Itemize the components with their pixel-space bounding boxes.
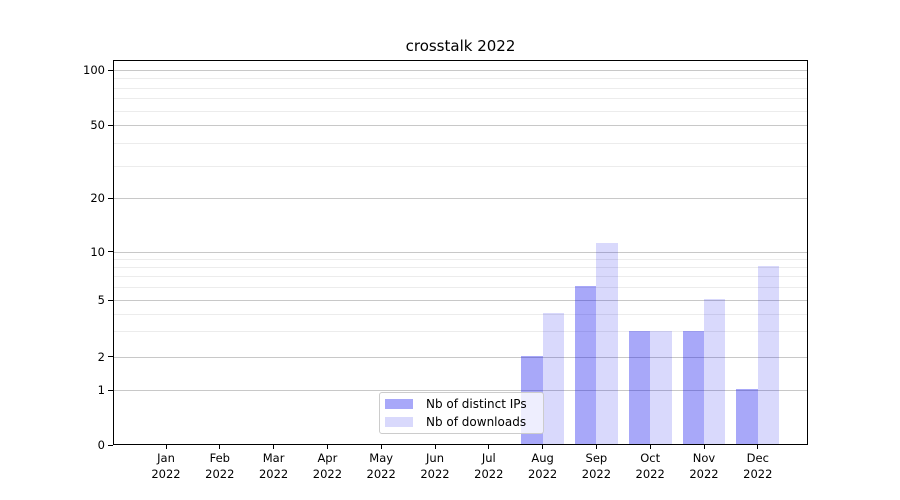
y-tick-label: 0 (97, 438, 105, 452)
y-tick-mark (108, 389, 113, 391)
gridline-major (114, 125, 807, 126)
y-tick-mark (108, 444, 113, 446)
legend-swatch-distinct-ips (385, 399, 413, 409)
bar-downloads (542, 312, 564, 444)
x-tick-label: Jul 2022 (474, 451, 504, 481)
x-tick-label: Apr 2022 (312, 451, 343, 481)
legend-swatch-downloads (385, 417, 413, 427)
legend-label-downloads: Nb of downloads (426, 415, 527, 429)
y-tick-mark (108, 124, 113, 126)
bar-downloads (757, 266, 780, 444)
x-tick-label: Jan 2022 (151, 451, 181, 481)
bar-downloads (650, 330, 672, 444)
y-tick-mark (108, 69, 113, 71)
x-tick-mark (434, 445, 436, 449)
x-tick-mark (273, 445, 275, 449)
bar-distinct-ips (575, 286, 597, 444)
gridline-major (114, 70, 807, 71)
gridline-major (114, 251, 807, 253)
gridline-major (114, 390, 807, 391)
gridline-minor (114, 258, 807, 260)
chart-title: crosstalk 2022 (405, 37, 516, 55)
y-tick-label: 20 (90, 191, 105, 205)
y-tick-label: 10 (90, 244, 105, 259)
gridline-minor (114, 110, 807, 112)
y-tick-label: 5 (97, 293, 105, 307)
x-tick-label: Aug 2022 (527, 451, 558, 481)
bar-downloads (704, 299, 726, 444)
gridline-minor (114, 87, 807, 89)
legend-label-distinct-ips: Nb of distinct IPs (426, 397, 527, 411)
x-tick-label: May 2022 (366, 451, 396, 481)
plot-inner (114, 61, 807, 444)
x-tick-label: Oct 2022 (635, 451, 665, 481)
legend: Nb of distinct IPs Nb of downloads (379, 392, 544, 434)
x-tick-mark (757, 445, 759, 449)
y-tick-label: 100 (83, 63, 105, 77)
legend-item-distinct-ips: Nb of distinct IPs (385, 395, 537, 413)
x-tick-mark (380, 445, 382, 449)
y-tick-label: 2 (97, 349, 105, 364)
gridline-minor (114, 331, 807, 333)
x-tick-mark (703, 445, 705, 449)
bar-downloads (596, 243, 618, 444)
y-tick-mark (108, 299, 113, 301)
gridline-major (114, 300, 807, 301)
x-tick-label: Mar 2022 (258, 451, 289, 481)
x-tick-label: Sep 2022 (581, 451, 612, 481)
gridline-minor (114, 142, 807, 144)
x-tick-label: Jun 2022 (420, 451, 450, 481)
gridline-minor (114, 165, 807, 167)
y-tick-mark (108, 197, 113, 199)
bar-distinct-ips (736, 389, 758, 444)
x-tick-label: Feb 2022 (205, 451, 235, 481)
x-tick-mark (326, 445, 328, 449)
x-tick-label: Nov 2022 (689, 451, 719, 481)
y-tick-mark (108, 251, 113, 252)
x-tick-mark (649, 445, 651, 449)
x-tick-label: Dec 2022 (743, 451, 773, 481)
gridline-minor (114, 276, 807, 278)
bar-distinct-ips (682, 330, 704, 444)
legend-item-downloads: Nb of downloads (385, 413, 537, 431)
y-tick-mark (108, 356, 113, 357)
gridline-minor (114, 78, 807, 80)
gridline-minor (114, 267, 807, 269)
plot-area (113, 60, 808, 445)
gridline-minor (114, 313, 807, 315)
x-tick-mark (542, 445, 544, 449)
gridline-minor (114, 287, 807, 289)
y-tick-label: 50 (90, 118, 105, 132)
x-tick-mark (165, 445, 167, 449)
bar-distinct-ips (628, 330, 651, 444)
x-tick-mark (219, 445, 221, 449)
x-tick-mark (488, 445, 490, 449)
gridline-major (114, 198, 807, 199)
gridline-major (114, 356, 807, 358)
y-tick-label: 1 (97, 383, 105, 397)
gridline-minor (114, 98, 807, 100)
x-tick-mark (595, 445, 597, 449)
